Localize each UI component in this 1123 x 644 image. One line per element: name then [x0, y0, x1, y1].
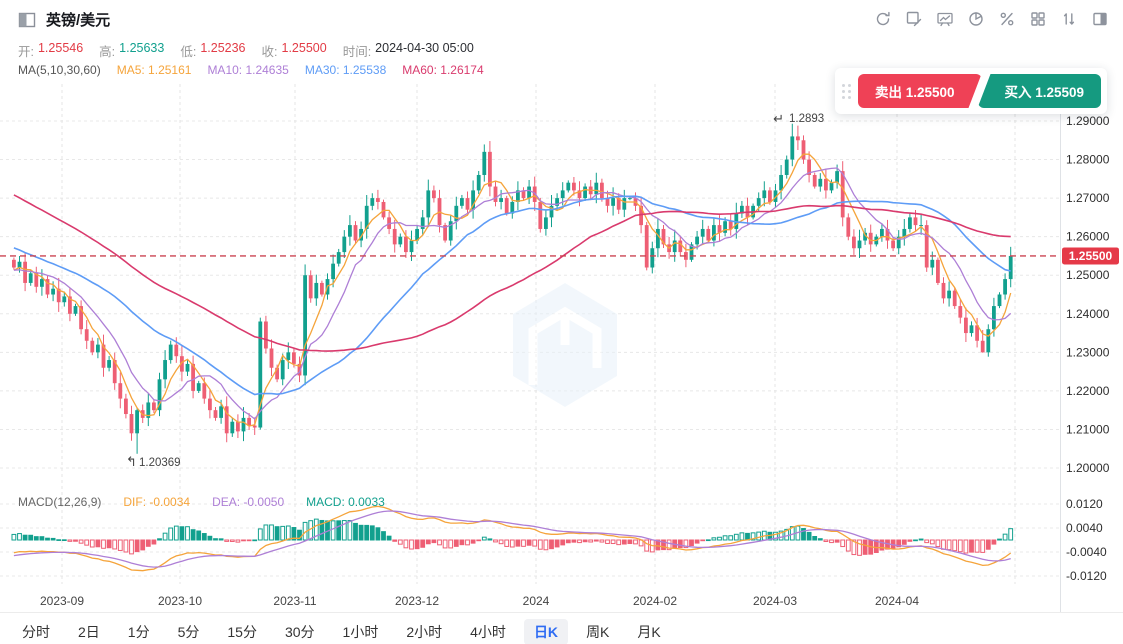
svg-text:-0.0120: -0.0120: [1066, 569, 1107, 583]
period-tab-3[interactable]: 1分: [127, 624, 150, 640]
macd-value: MACD: 0.0033: [306, 495, 385, 509]
svg-text:2024-02: 2024-02: [633, 594, 677, 608]
candles-layer: [12, 123, 1013, 454]
high-label: 高:: [99, 45, 116, 59]
svg-text:1.25000: 1.25000: [1066, 268, 1110, 282]
svg-text:1.29000: 1.29000: [1066, 114, 1110, 128]
percent-icon[interactable]: [998, 10, 1016, 28]
time-value: 2024-04-30 05:00: [375, 41, 474, 55]
macd-title: MACD(12,26,9): [18, 495, 102, 509]
svg-text:2023-12: 2023-12: [395, 594, 439, 608]
period-tab-2[interactable]: 2日: [78, 624, 100, 640]
symbol-flag-icon: [18, 12, 36, 27]
draw-icon[interactable]: [905, 10, 923, 28]
ma-lines-layer: [13, 153, 1012, 427]
trade-panel: 卖出 1.25500 买入 1.25509: [835, 68, 1107, 114]
svg-text:1.27000: 1.27000: [1066, 191, 1110, 205]
period-tab-12[interactable]: 月K: [637, 624, 661, 640]
period-tab-10[interactable]: 日K: [523, 619, 569, 644]
svg-text:2024: 2024: [523, 594, 550, 608]
chart-toolbar: [874, 10, 1109, 28]
dea-value: DEA: -0.0050: [212, 495, 285, 509]
refresh-icon[interactable]: [874, 10, 892, 28]
svg-text:↵: ↵: [773, 111, 784, 126]
grid-layout-icon[interactable]: [1029, 10, 1047, 28]
low-label: 低:: [180, 45, 197, 59]
x-axis-labels: 2023-09 2023-10 2023-11 2023-12 2024 2024-02 2…: [40, 594, 919, 608]
period-tab-7[interactable]: 1小时: [342, 624, 379, 640]
svg-text:1.23000: 1.23000: [1066, 345, 1110, 359]
low-value: 1.25236: [200, 41, 246, 55]
current-price-line: 1.25500: [0, 247, 1119, 265]
close-label: 收:: [261, 45, 278, 59]
page-title: 英镑/美元: [46, 12, 111, 29]
ma5-value: MA5: 1.25161: [116, 63, 192, 77]
svg-text:1.20369: 1.20369: [139, 457, 181, 469]
period-tab-11[interactable]: 周K: [586, 624, 610, 640]
pie-chart-icon[interactable]: [967, 10, 985, 28]
svg-text:1.25500: 1.25500: [1069, 249, 1113, 263]
ma60-value: MA60: 1.26174: [402, 63, 484, 77]
period-toolbar: 分时 2日 1分 5分 15分 30分 1小时 2小时 4小时 日K 周K 月K: [12, 619, 671, 644]
svg-text:2023-09: 2023-09: [40, 594, 84, 608]
period-tab-1[interactable]: 分时: [22, 624, 50, 640]
ma-group-label: MA(5,10,30,60): [18, 63, 101, 77]
ohlc-readout: 开: 1.25546 高: 1.25633 低: 1.25236 收: 1.25500 …: [18, 41, 484, 60]
ma30-value: MA30: 1.25538: [304, 63, 387, 77]
open-label: 开:: [18, 45, 34, 59]
svg-text:1.24000: 1.24000: [1066, 307, 1110, 321]
high-value: 1.25633: [119, 41, 165, 55]
period-tab-8[interactable]: 2小时: [406, 624, 443, 640]
drag-handle[interactable]: [842, 83, 851, 99]
svg-text:1.26000: 1.26000: [1066, 230, 1110, 244]
macd-layer: [11, 505, 1014, 572]
symbol-header: 英镑/美元: [18, 9, 110, 30]
period-tab-4[interactable]: 5分: [177, 624, 200, 640]
svg-text:2023-10: 2023-10: [158, 594, 202, 608]
period-tab-9[interactable]: 4小时: [470, 624, 506, 640]
svg-text:2023-11: 2023-11: [273, 594, 316, 608]
dif-value: DIF: -0.0034: [123, 495, 191, 509]
svg-text:1.2893: 1.2893: [789, 113, 824, 125]
buy-button[interactable]: 买入 1.25509: [977, 74, 1101, 108]
chart-board-icon[interactable]: [936, 10, 954, 28]
period-tab-5[interactable]: 15分: [227, 624, 257, 640]
time-label: 时间:: [342, 45, 372, 59]
sort-arrows-icon[interactable]: [1060, 10, 1078, 28]
svg-text:1.28000: 1.28000: [1066, 153, 1110, 167]
svg-text:-0.0040: -0.0040: [1066, 545, 1107, 559]
svg-text:2024-03: 2024-03: [753, 594, 797, 608]
ma10-value: MA10: 1.24635: [207, 63, 289, 77]
price-axis-labels: 1.29000 1.28000 1.27000 1.26000 1.25000 1.240…: [1066, 114, 1110, 583]
svg-text:↰: ↰: [126, 454, 137, 469]
macd-readout: MACD(12,26,9) DIF: -0.0034 DEA: -0.0050 …: [18, 495, 385, 509]
panel-toggle-icon[interactable]: [1091, 10, 1109, 28]
close-value: 1.25500: [281, 41, 327, 55]
extreme-annotations: ↵ 1.2893 ↰ 1.20369: [126, 111, 824, 469]
svg-text:1.22000: 1.22000: [1066, 384, 1110, 398]
svg-text:1.20000: 1.20000: [1066, 461, 1110, 475]
svg-text:0.0040: 0.0040: [1066, 521, 1103, 535]
svg-text:1.21000: 1.21000: [1066, 422, 1110, 436]
ma-readout: MA(5,10,30,60) MA5: 1.25161 MA10: 1.2463…: [18, 63, 484, 77]
open-value: 1.25546: [37, 41, 84, 55]
svg-text:2024-04: 2024-04: [875, 594, 919, 608]
svg-text:0.0120: 0.0120: [1066, 497, 1103, 511]
watermark-logo: [513, 283, 617, 407]
period-tab-6[interactable]: 30分: [284, 624, 315, 640]
sell-button[interactable]: 卖出 1.25500: [858, 74, 982, 108]
